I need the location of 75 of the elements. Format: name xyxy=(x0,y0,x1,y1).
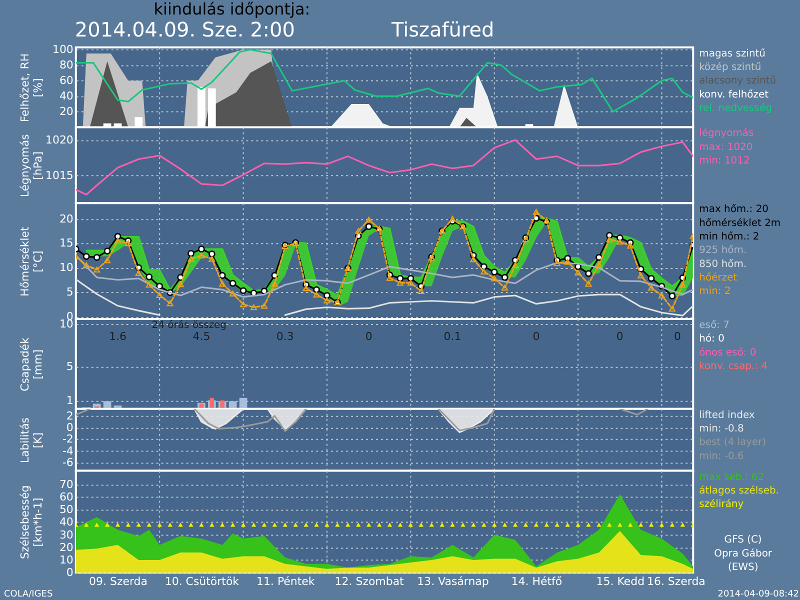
series-label: rel. nedvesség xyxy=(699,103,772,114)
text: 2014-04-09-08:42 xyxy=(718,590,799,600)
text: alacsony szintű xyxy=(699,76,776,87)
annotation: 0 xyxy=(616,330,624,343)
y-axis-title: Felhőzet, RH [%] xyxy=(18,53,44,122)
y-axis-title: Szélsebesség [km*h-1] xyxy=(18,485,44,560)
legend-label: hó: 0 xyxy=(699,334,724,345)
y-tick-label: -2 xyxy=(62,432,74,446)
text: eső: 7 xyxy=(699,320,730,331)
series-label: szélirány xyxy=(699,499,744,510)
y-axis-title: Légnyomás [hPa] xyxy=(18,134,44,198)
y-tick-label: 10 xyxy=(59,318,74,331)
y-tick-label: 20 xyxy=(59,212,74,226)
y-tick-label: 50 xyxy=(59,503,74,516)
text: Tiszafüred xyxy=(390,17,494,42)
chart-title: kiindulás időpontja: xyxy=(154,0,310,18)
text: konv. csap.: 4 xyxy=(699,361,768,372)
annotation: 0 xyxy=(674,330,681,343)
y-tick-label: -6 xyxy=(62,456,74,470)
x-tick-label: 12. Szombat xyxy=(334,575,405,588)
annotation: 0.3 xyxy=(276,330,294,343)
y-tick-label: 1020 xyxy=(45,133,74,146)
text: GFS (C) Opra Gábor (EWS) xyxy=(714,534,773,574)
y-tick-label: 15 xyxy=(59,236,74,250)
x-tick-label: 09. Szerda xyxy=(89,575,148,588)
y-tick-label: 0 xyxy=(66,421,74,434)
y-tick-label: 60 xyxy=(59,74,74,88)
y-tick-label: 70 xyxy=(59,478,74,491)
y-axis-title: Hőmérséklet [°C] xyxy=(18,226,44,296)
y-tick-label: 30 xyxy=(59,528,74,542)
annotation: 0.1 xyxy=(444,330,462,343)
text: közép szintű xyxy=(699,62,762,73)
x-tick-label: 16. Szerda xyxy=(646,575,706,588)
y-tick-label: 20 xyxy=(59,105,74,118)
text: konv. felhőzet xyxy=(699,89,769,100)
y-tick-label: 20 xyxy=(59,540,74,554)
text: lifted index min: -0.8 xyxy=(699,410,755,435)
y-tick-label: 10 xyxy=(59,261,74,274)
x-tick-label: 14. Hétfő xyxy=(511,575,562,588)
y-tick-label: 60 xyxy=(59,490,74,504)
y-axis-title: Labilitás [K] xyxy=(18,417,44,464)
x-tick-label: 15. Kedd xyxy=(596,575,645,588)
y-tick-label: 10 xyxy=(59,554,74,567)
y-tick-label: 40 xyxy=(59,516,74,529)
annotation: 0 xyxy=(532,330,540,343)
text: max seb.: 62 xyxy=(699,472,764,483)
y-tick-label: 40 xyxy=(59,90,74,103)
annotation: 4.5 xyxy=(192,330,210,343)
text: magas szintű xyxy=(699,48,766,60)
text: átlagos szélseb. xyxy=(699,485,779,496)
x-tick-label: 10. Csütörtök xyxy=(164,575,240,588)
y-tick-label: 100 xyxy=(52,43,74,56)
text: best (4 layer) min: -0.6 xyxy=(699,437,766,462)
text: 850 hőm. xyxy=(699,258,747,270)
annotation: 24 órás összeg xyxy=(152,320,227,331)
series-label: max hőm.: 20 hőmérséklet 2m min hőm.: 2 xyxy=(699,204,781,242)
y-tick-label: 2 xyxy=(66,409,74,422)
y-tick-label: -4 xyxy=(62,444,74,458)
y-axis-title: Csapadék [mm] xyxy=(18,336,44,392)
text: COLA/IGES xyxy=(4,590,53,600)
y-tick-label: 1 xyxy=(66,394,74,407)
chart-subtitle: 2014.04.09. Sze. 2:00 xyxy=(74,17,295,42)
x-tick-label: 13. Vasárnap xyxy=(417,575,489,588)
y-tick-label: 0 xyxy=(66,566,74,580)
legend-label: ónos eső: 0 xyxy=(699,347,756,358)
x-tick-label: 11. Péntek xyxy=(256,575,316,588)
text: 925 hőm. xyxy=(699,245,747,256)
annotation: 0 xyxy=(365,330,372,343)
series-label: légnyomás max: 1020 min: 1012 xyxy=(699,128,754,167)
annotation: 1.6 xyxy=(109,330,126,343)
series-label: hőérzet min: 2 xyxy=(699,272,738,298)
y-tick-label: 1015 xyxy=(45,168,74,182)
y-tick-label: 5 xyxy=(66,286,74,299)
y-tick-label: 80 xyxy=(59,58,74,72)
y-tick-label: 5 xyxy=(66,360,74,373)
